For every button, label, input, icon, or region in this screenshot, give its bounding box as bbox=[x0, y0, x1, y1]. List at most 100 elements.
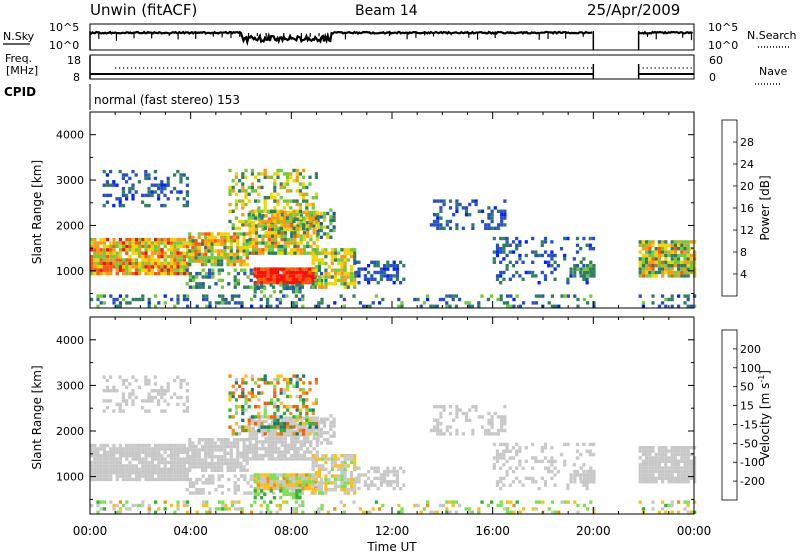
velocity-cell bbox=[500, 422, 504, 426]
velocity-cell bbox=[144, 460, 148, 465]
power-cell bbox=[651, 274, 655, 278]
power-cell bbox=[330, 268, 334, 272]
power-cell bbox=[109, 248, 113, 252]
velocity-cell bbox=[518, 463, 522, 467]
velocity-cell bbox=[645, 459, 649, 463]
velocity-cell bbox=[333, 460, 338, 465]
velocity-cell bbox=[586, 480, 590, 484]
velocity-cell bbox=[150, 389, 154, 393]
power-cell bbox=[166, 197, 170, 201]
velocity-cell bbox=[115, 460, 119, 465]
power-cell bbox=[360, 267, 364, 271]
power-cell bbox=[179, 176, 183, 181]
velocity-cell bbox=[648, 449, 652, 453]
velocity-cell bbox=[99, 477, 103, 482]
power-cell bbox=[270, 244, 275, 249]
power-cell bbox=[283, 234, 287, 238]
velocity-cell bbox=[592, 473, 596, 477]
velocity-cell bbox=[173, 454, 177, 458]
power-cell bbox=[248, 237, 252, 242]
velocity-cell bbox=[343, 481, 347, 485]
power-cell bbox=[131, 237, 135, 242]
velocity-cell bbox=[272, 486, 276, 491]
velocity-cell bbox=[654, 452, 658, 457]
velocity-cell bbox=[138, 503, 142, 508]
velocity-cell bbox=[314, 464, 318, 468]
velocity-cell bbox=[210, 461, 214, 466]
power-cell bbox=[191, 242, 195, 246]
power-cell bbox=[302, 231, 307, 235]
power-cell bbox=[337, 261, 341, 266]
power-cell bbox=[109, 241, 113, 245]
velocity-cell bbox=[163, 443, 167, 448]
power-cell bbox=[251, 248, 255, 252]
velocity-cell bbox=[236, 465, 240, 469]
power-cell bbox=[589, 267, 593, 271]
velocity-cell bbox=[248, 416, 252, 420]
power-cell bbox=[487, 213, 491, 217]
velocity-cell bbox=[115, 450, 119, 454]
velocity-cell bbox=[163, 464, 167, 468]
velocity-cell bbox=[263, 415, 267, 419]
power-cell bbox=[173, 304, 177, 308]
velocity-cell bbox=[115, 389, 119, 393]
power-cell bbox=[399, 281, 403, 285]
power-cell bbox=[173, 251, 177, 255]
velocity-cell bbox=[157, 450, 161, 454]
velocity-cell bbox=[229, 451, 233, 455]
velocity-cell bbox=[677, 476, 681, 480]
velocity-cell bbox=[105, 399, 109, 403]
cpid-panel: CPID normal (fast stereo) 153 bbox=[4, 84, 240, 110]
power-cell bbox=[339, 294, 343, 298]
velocity-cell bbox=[141, 467, 145, 471]
velocity-cell bbox=[693, 463, 697, 467]
power-cell bbox=[667, 243, 671, 247]
power-cell bbox=[689, 270, 693, 275]
power-cell bbox=[102, 183, 106, 187]
power-cell bbox=[269, 283, 273, 287]
power-cell bbox=[317, 278, 322, 283]
power-cell bbox=[204, 262, 208, 267]
velocity-cell bbox=[138, 450, 142, 454]
power-cell bbox=[293, 237, 297, 242]
velocity-cell bbox=[261, 453, 265, 458]
velocity-cell bbox=[269, 489, 273, 493]
power-cell bbox=[291, 304, 295, 308]
velocity-cell bbox=[312, 426, 316, 430]
power-cell bbox=[260, 290, 264, 294]
power-cell bbox=[326, 232, 330, 236]
power-cell bbox=[160, 271, 164, 276]
power-cell bbox=[260, 219, 264, 224]
velocity-cell bbox=[248, 440, 252, 444]
power-cell bbox=[575, 236, 580, 241]
power-cell bbox=[282, 283, 286, 287]
power-cell bbox=[680, 240, 684, 244]
power-cell bbox=[641, 301, 645, 305]
power-cell bbox=[233, 282, 237, 286]
velocity-cell bbox=[502, 476, 506, 481]
power-cell bbox=[292, 281, 296, 285]
velocity-cell bbox=[250, 388, 254, 392]
velocity-cell bbox=[448, 500, 452, 504]
power-cell bbox=[282, 172, 286, 176]
power-cell bbox=[582, 257, 586, 261]
velocity-cell bbox=[301, 503, 305, 508]
power-cell bbox=[93, 271, 97, 276]
power-cell bbox=[261, 251, 265, 255]
power-cell bbox=[321, 248, 325, 252]
power-cell bbox=[495, 277, 500, 281]
velocity-cell bbox=[260, 391, 264, 395]
power-cell bbox=[286, 241, 291, 245]
velocity-cell bbox=[314, 474, 318, 478]
velocity-cell bbox=[279, 415, 283, 419]
velocity-cell bbox=[515, 452, 519, 457]
power-cell bbox=[648, 257, 652, 261]
power-cell bbox=[258, 220, 262, 225]
power-cell bbox=[288, 286, 292, 291]
power-cell bbox=[270, 209, 274, 213]
power-cell bbox=[346, 258, 350, 262]
power-cell bbox=[285, 274, 289, 278]
power-cell bbox=[186, 241, 190, 245]
power-cell bbox=[154, 294, 158, 298]
velocity-cell bbox=[242, 444, 246, 449]
